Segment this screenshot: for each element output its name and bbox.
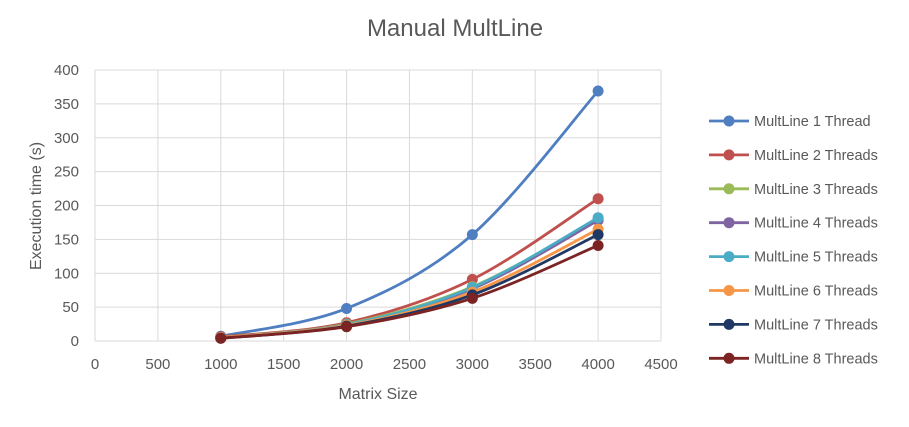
legend-item: MultLine 8 Threads bbox=[709, 351, 878, 367]
legend-marker bbox=[723, 251, 735, 263]
data-point bbox=[215, 332, 227, 344]
y-tick-label: 100 bbox=[54, 265, 79, 282]
legend-item: MultLine 1 Thread bbox=[709, 114, 871, 130]
series-line bbox=[219, 244, 600, 340]
x-tick-label: 3000 bbox=[456, 356, 489, 373]
legend-marker bbox=[723, 183, 735, 195]
x-tick-label: 2500 bbox=[393, 356, 426, 373]
data-point bbox=[466, 229, 478, 241]
x-tick-label: 3500 bbox=[519, 356, 552, 373]
legend-item: MultLine 2 Threads bbox=[709, 148, 878, 164]
data-point bbox=[341, 302, 353, 314]
x-tick-label: 1000 bbox=[204, 356, 237, 373]
y-tick-label: 0 bbox=[71, 333, 79, 350]
y-tick-label: 300 bbox=[54, 130, 79, 147]
data-point bbox=[592, 85, 604, 97]
y-tick-label: 350 bbox=[54, 96, 79, 113]
data-point bbox=[341, 321, 353, 333]
chart-title: Manual MultLine bbox=[367, 15, 543, 42]
x-tick-label: 0 bbox=[91, 356, 99, 373]
legend-marker bbox=[723, 285, 735, 296]
legend-marker bbox=[723, 318, 735, 330]
legend-item: MultLine 6 Threads bbox=[709, 284, 878, 300]
y-tick-label: 400 bbox=[54, 62, 79, 79]
legend-label: MultLine 1 Thread bbox=[754, 114, 871, 130]
x-tick-label: 4500 bbox=[644, 356, 677, 373]
legend-marker bbox=[723, 149, 735, 161]
legend-label: MultLine 3 Threads bbox=[754, 182, 878, 198]
y-tick-label: 200 bbox=[54, 198, 79, 215]
series-8 bbox=[215, 239, 604, 344]
legend-item: MultLine 3 Threads bbox=[709, 182, 878, 198]
legend-marker bbox=[723, 217, 735, 229]
legend-marker bbox=[723, 115, 735, 127]
x-tick-label: 2000 bbox=[330, 356, 363, 373]
legend-item: MultLine 7 Threads bbox=[709, 317, 878, 333]
legend-marker bbox=[723, 352, 735, 364]
x-tick-label: 500 bbox=[145, 356, 170, 373]
x-axis-label: Matrix Size bbox=[338, 386, 417, 403]
data-point bbox=[592, 212, 604, 224]
y-tick-label: 250 bbox=[54, 164, 79, 181]
series-line bbox=[219, 89, 600, 338]
legend-item: MultLine 5 Threads bbox=[709, 250, 878, 266]
y-axis-label: Execution time (s) bbox=[28, 142, 45, 270]
y-tick-label: 150 bbox=[54, 231, 79, 248]
data-point bbox=[592, 229, 604, 241]
x-tick-label: 4000 bbox=[581, 356, 614, 373]
legend-label: MultLine 4 Threads bbox=[754, 216, 878, 232]
legend-label: MultLine 2 Threads bbox=[754, 148, 878, 164]
legend-label: MultLine 7 Threads bbox=[754, 317, 878, 333]
data-point bbox=[466, 292, 478, 304]
grid bbox=[94, 69, 662, 342]
y-tick-label: 50 bbox=[62, 299, 79, 316]
legend-label: MultLine 6 Threads bbox=[754, 284, 878, 300]
data-point bbox=[592, 239, 604, 251]
legend: MultLine 1 Thread MultLine 2 Threads MultL… bbox=[709, 114, 878, 367]
legend-label: MultLine 5 Threads bbox=[754, 250, 878, 266]
series-layer bbox=[215, 85, 604, 344]
data-point bbox=[592, 193, 604, 205]
x-tick-label: 1500 bbox=[267, 356, 300, 373]
legend-item: MultLine 4 Threads bbox=[709, 216, 878, 232]
legend-label: MultLine 8 Threads bbox=[754, 351, 878, 367]
